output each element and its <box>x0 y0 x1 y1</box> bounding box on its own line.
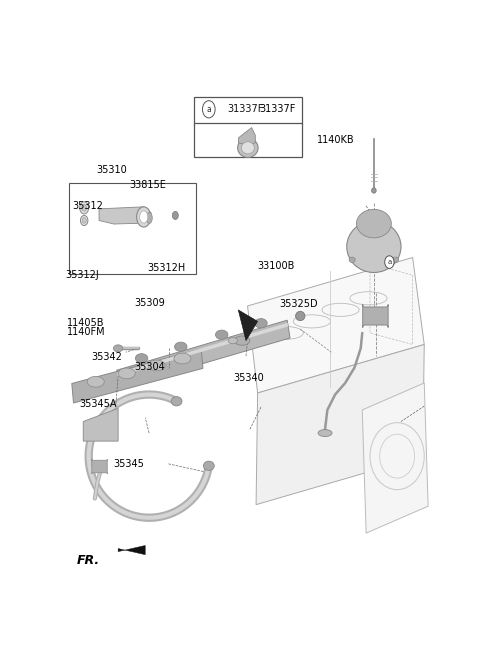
Text: a: a <box>206 105 211 114</box>
Text: 35312J: 35312J <box>65 269 99 280</box>
Ellipse shape <box>228 338 238 344</box>
Circle shape <box>172 212 178 219</box>
Bar <box>194 123 302 157</box>
Ellipse shape <box>216 330 228 340</box>
Text: a: a <box>387 259 392 265</box>
Text: 1140FM: 1140FM <box>67 327 106 337</box>
Circle shape <box>203 101 215 118</box>
Circle shape <box>82 204 86 211</box>
Ellipse shape <box>393 257 399 263</box>
Ellipse shape <box>204 461 214 470</box>
Polygon shape <box>72 349 203 403</box>
Text: 35310: 35310 <box>96 165 128 175</box>
Circle shape <box>81 215 88 225</box>
Ellipse shape <box>318 430 332 436</box>
Text: FR.: FR. <box>77 554 100 566</box>
Ellipse shape <box>372 188 376 193</box>
Polygon shape <box>83 409 118 441</box>
Ellipse shape <box>241 142 254 154</box>
Ellipse shape <box>255 319 267 328</box>
Polygon shape <box>362 383 428 533</box>
Ellipse shape <box>137 207 151 227</box>
Polygon shape <box>248 258 424 393</box>
Polygon shape <box>117 320 290 388</box>
Circle shape <box>80 202 89 214</box>
Bar <box>194 97 302 124</box>
Text: 11405B: 11405B <box>67 318 105 328</box>
Text: 33815E: 33815E <box>129 180 166 190</box>
Text: 35309: 35309 <box>134 298 165 307</box>
Ellipse shape <box>175 342 187 351</box>
Ellipse shape <box>174 353 191 364</box>
Text: 35345A: 35345A <box>79 399 117 409</box>
Text: 35342: 35342 <box>92 352 122 362</box>
Text: 1140KB: 1140KB <box>316 135 354 145</box>
Ellipse shape <box>148 360 165 371</box>
Ellipse shape <box>296 311 305 321</box>
Ellipse shape <box>234 336 250 346</box>
Text: 33100B: 33100B <box>257 261 295 271</box>
Text: 35345: 35345 <box>113 459 144 469</box>
Text: 31337F: 31337F <box>259 104 295 114</box>
Polygon shape <box>239 127 255 145</box>
Circle shape <box>385 256 394 269</box>
FancyBboxPatch shape <box>92 459 107 474</box>
Ellipse shape <box>113 345 123 351</box>
Ellipse shape <box>349 257 355 263</box>
Ellipse shape <box>135 353 148 363</box>
Ellipse shape <box>357 210 391 238</box>
Text: 35312H: 35312H <box>147 263 185 273</box>
Circle shape <box>82 217 86 223</box>
Text: 31337F: 31337F <box>228 104 264 114</box>
Text: 35304: 35304 <box>134 362 165 372</box>
Polygon shape <box>238 310 258 340</box>
Text: 35340: 35340 <box>233 373 264 383</box>
Polygon shape <box>118 545 145 555</box>
Ellipse shape <box>140 211 148 223</box>
Text: 35312: 35312 <box>72 201 103 212</box>
Ellipse shape <box>87 376 104 387</box>
Bar <box>69 183 196 273</box>
Polygon shape <box>256 344 424 505</box>
Text: 35325D: 35325D <box>279 299 318 309</box>
Ellipse shape <box>238 138 258 158</box>
Ellipse shape <box>347 221 401 273</box>
Polygon shape <box>99 207 151 224</box>
Ellipse shape <box>118 368 135 379</box>
FancyBboxPatch shape <box>363 304 388 328</box>
Polygon shape <box>117 323 288 376</box>
Ellipse shape <box>171 397 182 406</box>
Ellipse shape <box>146 212 152 223</box>
